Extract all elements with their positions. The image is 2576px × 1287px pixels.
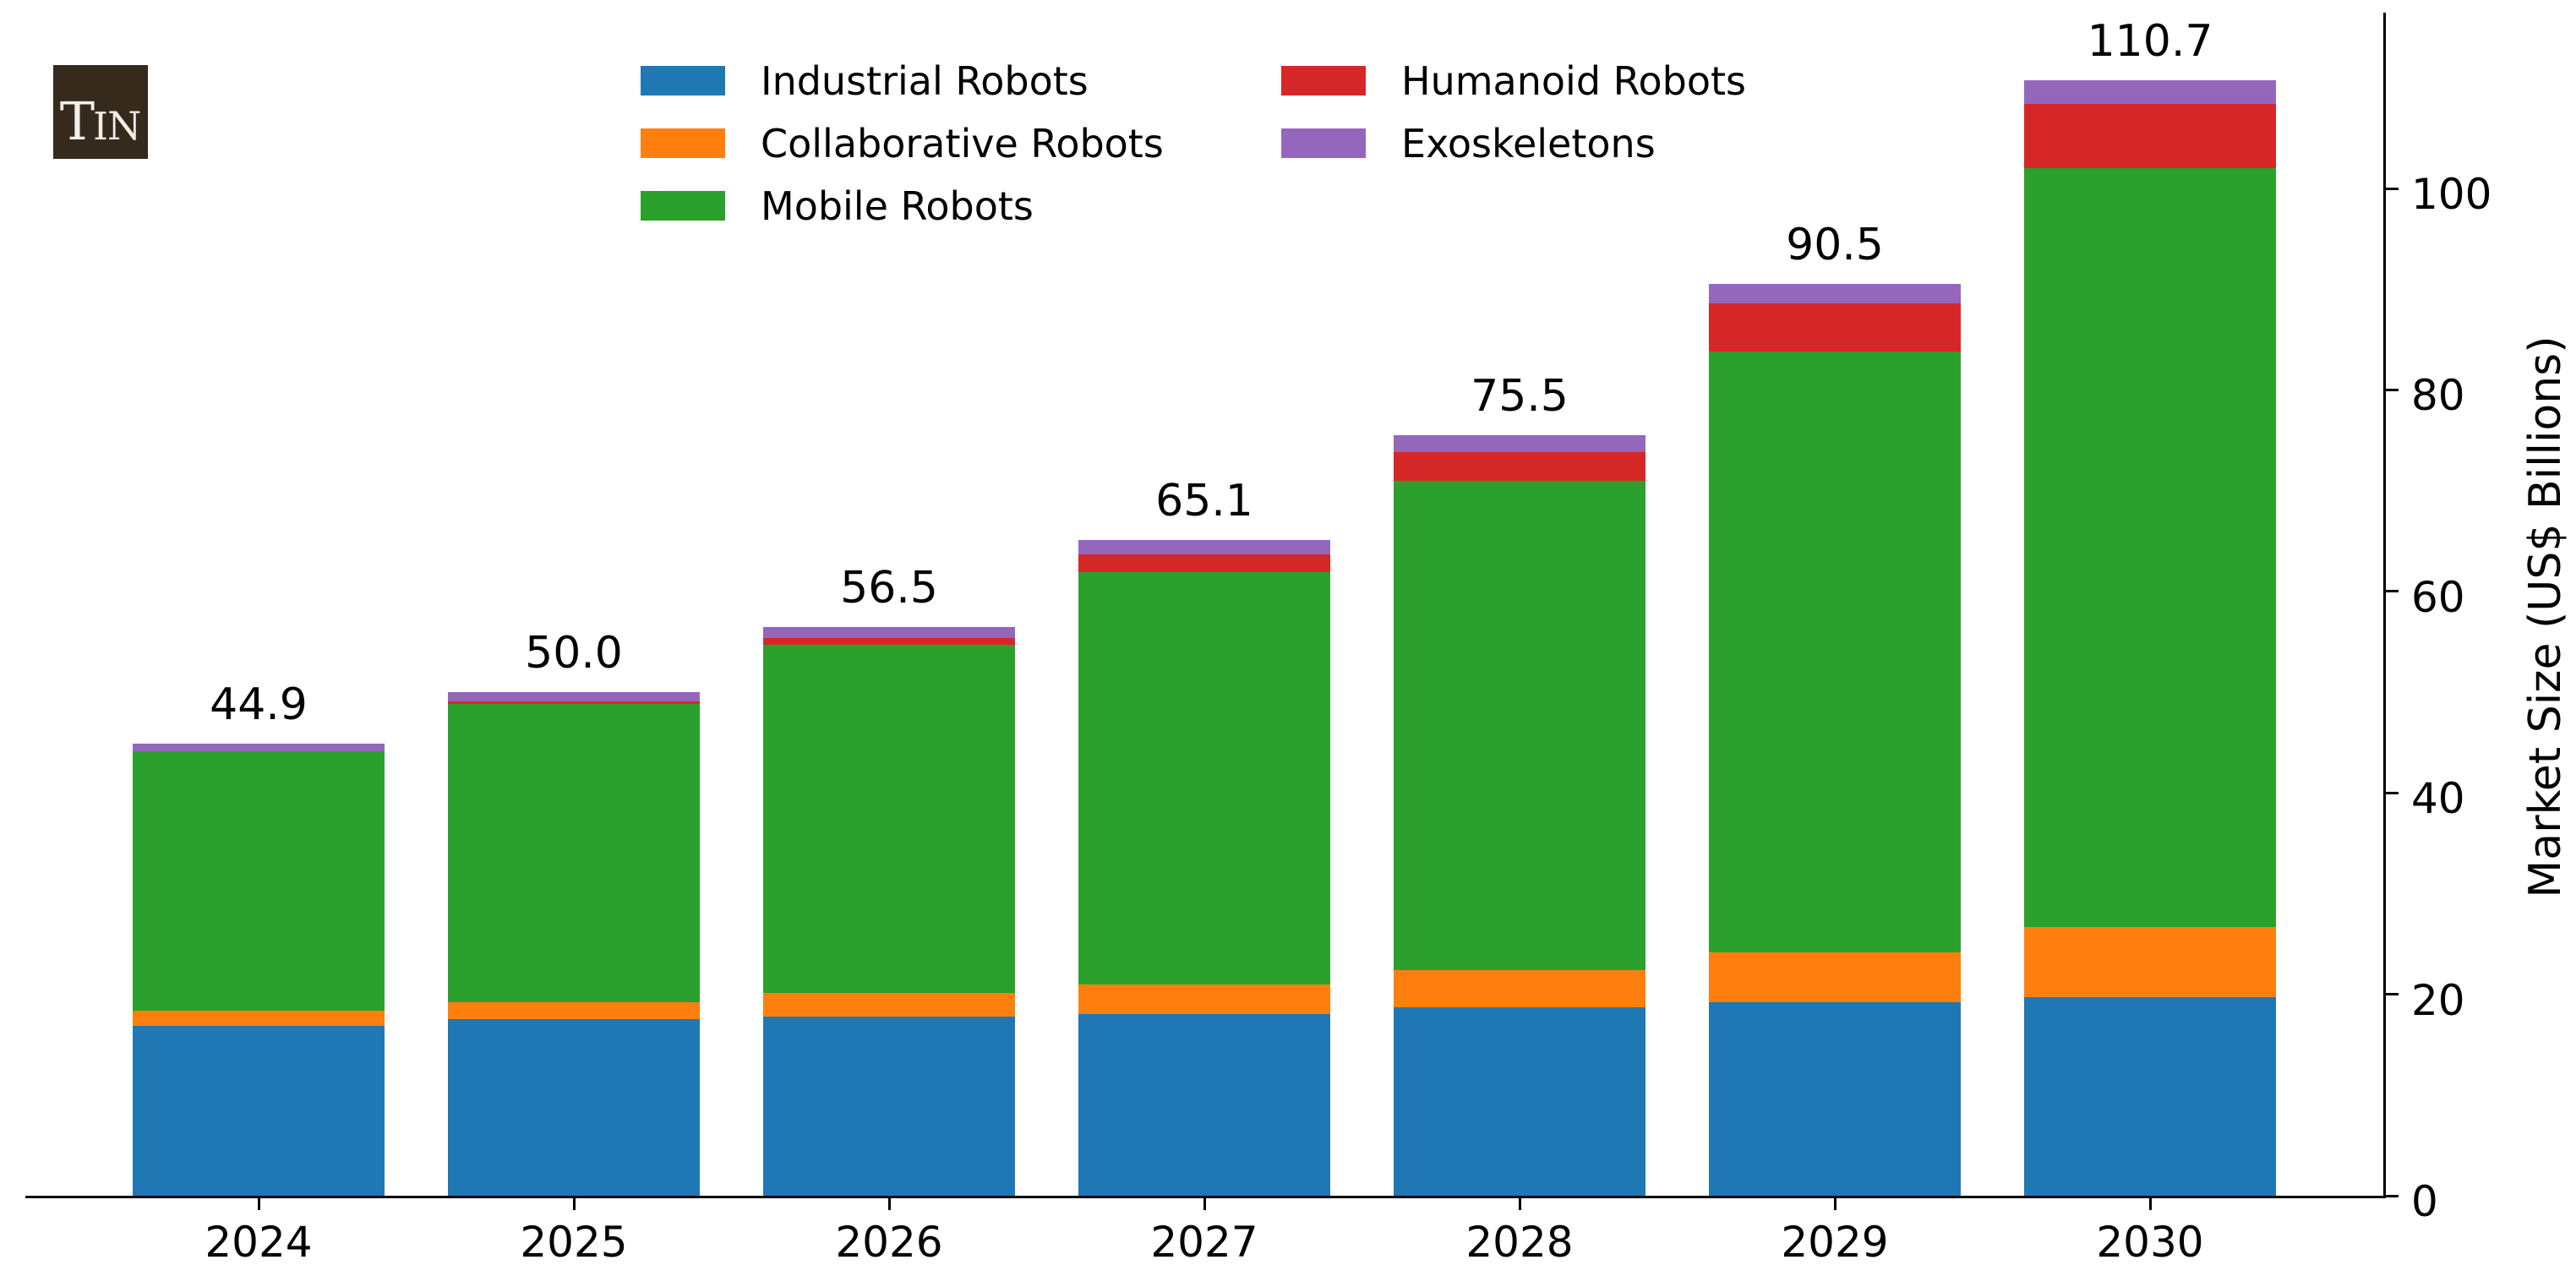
bar-segment-2025-collaborative-robots xyxy=(448,1002,700,1020)
x-tick-label: 2027 xyxy=(1150,1218,1258,1267)
bar-segment-2024-industrial-robots xyxy=(133,1025,385,1196)
x-tick-label: 2025 xyxy=(520,1218,628,1267)
bar-total-label: 65.1 xyxy=(1155,476,1253,526)
y-tick-mark xyxy=(2383,388,2399,391)
bar-segment-2028-mobile-robots xyxy=(1394,480,1645,970)
legend-label: Mobile Robots xyxy=(761,183,1034,229)
bar-segment-2028-humanoid-robots xyxy=(1394,452,1645,481)
logo-letter-n: N xyxy=(106,103,142,149)
legend-swatch xyxy=(641,66,725,95)
y-axis-line xyxy=(2383,13,2386,1198)
bar-segment-2027-exoskeletons xyxy=(1078,540,1330,554)
bar-segment-2030-collaborative-robots xyxy=(2024,926,2276,998)
bar-segment-2025-mobile-robots xyxy=(448,704,700,1003)
bar-total-label: 110.7 xyxy=(2087,16,2213,68)
bar-segment-2026-mobile-robots xyxy=(763,644,1015,994)
bar-segment-2028-industrial-robots xyxy=(1394,1007,1645,1196)
x-tick-label: 2024 xyxy=(205,1218,313,1267)
bar-segment-2027-collaborative-robots xyxy=(1078,984,1330,1015)
y-tick-label: 20 xyxy=(2411,975,2465,1025)
bar-segment-2027-mobile-robots xyxy=(1078,572,1330,984)
x-tick-mark xyxy=(572,1196,576,1210)
bar-segment-2025-exoskeletons xyxy=(448,692,700,701)
x-tick-label: 2026 xyxy=(835,1218,943,1267)
tin-logo: T I N xyxy=(53,65,148,159)
x-tick-mark xyxy=(887,1196,891,1210)
bar-segment-2030-industrial-robots xyxy=(2024,997,2276,1196)
legend-swatch xyxy=(641,191,725,221)
bar-segment-2026-collaborative-robots xyxy=(763,993,1015,1017)
bar-segment-2026-exoskeletons xyxy=(763,626,1015,638)
bar-total-label: 50.0 xyxy=(525,628,623,679)
x-tick-mark xyxy=(1203,1196,1206,1210)
x-tick-mark xyxy=(2148,1196,2152,1210)
x-tick-mark xyxy=(1833,1196,1836,1210)
legend: Industrial Robots Collaborative Robots Mob… xyxy=(0,0,2576,237)
bar-segment-2028-collaborative-robots xyxy=(1394,969,1645,1008)
bar-total-label: 44.9 xyxy=(210,679,308,730)
bar-segment-2025-humanoid-robots xyxy=(448,701,700,705)
y-tick-mark xyxy=(2383,187,2399,190)
bar-segment-2027-industrial-robots xyxy=(1078,1014,1330,1196)
bar-segment-2030-exoskeletons xyxy=(2024,80,2276,104)
bar-total-label: 75.5 xyxy=(1471,371,1569,423)
x-tick-mark xyxy=(257,1196,260,1210)
legend-label: Industrial Robots xyxy=(761,58,1089,104)
y-tick-mark xyxy=(2383,993,2399,996)
legend-label: Humanoid Robots xyxy=(1401,58,1747,104)
bar-segment-2026-humanoid-robots xyxy=(763,637,1015,645)
y-tick-label: 80 xyxy=(2411,371,2465,421)
bar-segment-2029-exoskeletons xyxy=(1709,284,1961,303)
bar-segment-2024-collaborative-robots xyxy=(133,1010,385,1026)
bar-segment-2029-collaborative-robots xyxy=(1709,952,1961,1003)
y-axis-title: Market Size (US$ Billions) xyxy=(2520,335,2571,898)
bar-segment-2024-mobile-robots xyxy=(133,751,385,1011)
x-axis-line xyxy=(25,1196,2386,1198)
bar-segment-2028-exoskeletons xyxy=(1394,435,1645,453)
legend-swatch xyxy=(1281,66,1366,95)
bar-segment-2024-exoskeletons xyxy=(133,743,385,752)
bar-segment-2025-industrial-robots xyxy=(448,1019,700,1196)
y-tick-mark xyxy=(2383,791,2399,794)
y-tick-label: 60 xyxy=(2411,572,2465,622)
bar-segment-2030-humanoid-robots xyxy=(2024,103,2276,169)
logo-letter-t: T xyxy=(59,90,96,152)
x-tick-mark xyxy=(1518,1196,1521,1210)
bar-total-label: 90.5 xyxy=(1786,220,1884,271)
bar-segment-2026-industrial-robots xyxy=(763,1016,1015,1196)
x-tick-label: 2029 xyxy=(1781,1218,1889,1267)
logo-letter-i: I xyxy=(93,104,108,149)
y-tick-mark xyxy=(2383,590,2399,593)
x-tick-label: 2028 xyxy=(1465,1218,1574,1267)
y-tick-mark xyxy=(2383,1194,2399,1197)
bar-segment-2027-humanoid-robots xyxy=(1078,554,1330,573)
bar-segment-2029-mobile-robots xyxy=(1709,352,1961,952)
bar-segment-2029-humanoid-robots xyxy=(1709,303,1961,352)
legend-label: Exoskeletons xyxy=(1401,121,1656,166)
legend-label: Collaborative Robots xyxy=(761,121,1164,166)
bar-total-label: 56.5 xyxy=(840,562,938,614)
x-tick-label: 2030 xyxy=(2096,1218,2204,1267)
legend-swatch xyxy=(1281,128,1366,158)
legend-swatch xyxy=(641,128,725,158)
y-tick-label: 40 xyxy=(2411,774,2465,824)
y-tick-label: 0 xyxy=(2411,1177,2438,1226)
y-tick-label: 100 xyxy=(2411,170,2492,219)
bar-segment-2029-industrial-robots xyxy=(1709,1002,1961,1196)
bar-segment-2030-mobile-robots xyxy=(2024,168,2276,927)
